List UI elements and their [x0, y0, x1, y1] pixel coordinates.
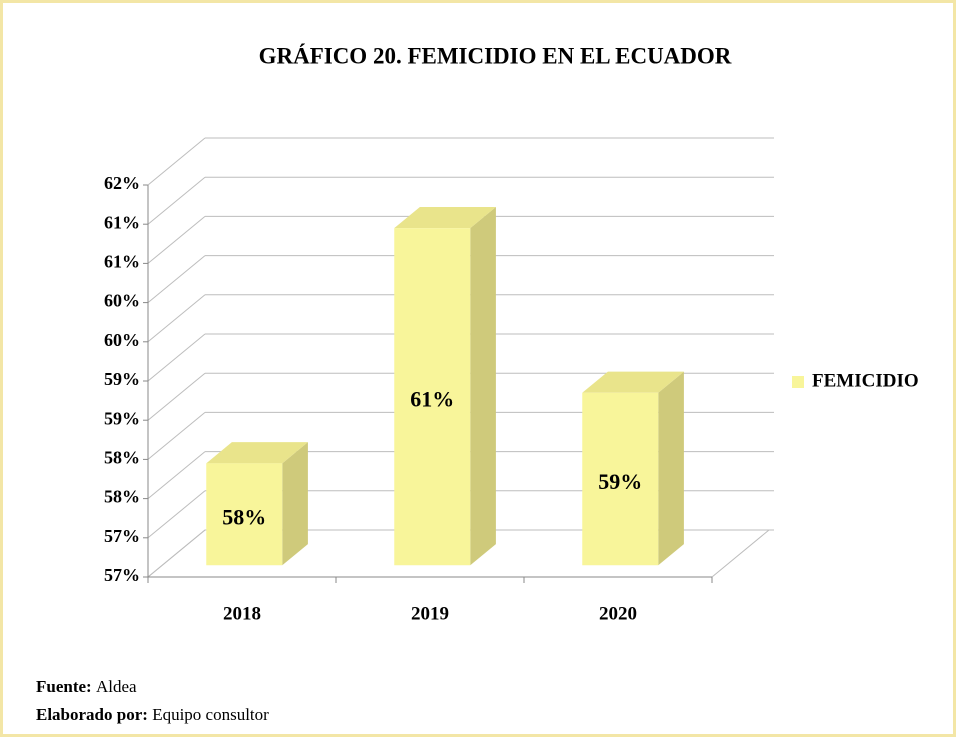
grid-line	[147, 451, 206, 499]
bar-side	[658, 371, 684, 566]
source: Aldea	[96, 677, 137, 696]
grid-line	[147, 490, 206, 539]
y-tick-label: 59%	[104, 369, 140, 389]
x-tick-label: 2020	[599, 603, 637, 624]
bar-top	[582, 371, 684, 393]
bar	[582, 392, 659, 566]
author-label: Elaborado por:	[36, 705, 148, 724]
y-tick-label: 57%	[104, 526, 140, 546]
bar-side	[470, 206, 496, 566]
y-tick-label: 59%	[104, 408, 140, 428]
grid-line	[147, 137, 206, 186]
grid-line	[147, 255, 206, 303]
y-tick-label: 62%	[104, 173, 140, 193]
x-tick-label: 2019	[411, 603, 449, 624]
grid-line	[147, 216, 206, 264]
chart-title: GRÁFICO 20. FEMICIDIO EN EL ECUADOR	[259, 43, 732, 68]
bar-top	[206, 442, 308, 464]
bar	[394, 228, 471, 566]
grid-line	[147, 412, 206, 460]
bar-top	[394, 206, 496, 229]
y-tick-label: 61%	[104, 212, 140, 232]
data-label: 59%	[598, 469, 642, 494]
data-label: 61%	[410, 387, 454, 412]
y-tick-label: 60%	[104, 291, 140, 311]
bar-side	[282, 442, 308, 566]
grid-line	[147, 333, 206, 382]
legend-swatch	[792, 376, 804, 388]
grid-line	[147, 372, 206, 421]
footer-author: Elaborado por: Equipo consultor	[36, 705, 269, 724]
source-label: Fuente:	[36, 677, 92, 696]
grid-line	[147, 529, 206, 578]
footer-source: Fuente: Aldea	[36, 677, 137, 696]
grid-line	[147, 294, 206, 343]
y-tick-label: 58%	[104, 448, 140, 468]
legend-label: FEMICIDIO	[812, 370, 919, 391]
y-tick-label: 58%	[104, 487, 140, 507]
y-tick-label: 61%	[104, 252, 140, 272]
x-tick-label: 2018	[223, 603, 261, 624]
y-tick-label: 60%	[104, 330, 140, 350]
grid-line	[147, 176, 206, 225]
data-label: 58%	[222, 504, 266, 529]
author: Equipo consultor	[152, 705, 269, 724]
y-tick-label: 57%	[104, 565, 140, 585]
bar	[206, 463, 283, 566]
